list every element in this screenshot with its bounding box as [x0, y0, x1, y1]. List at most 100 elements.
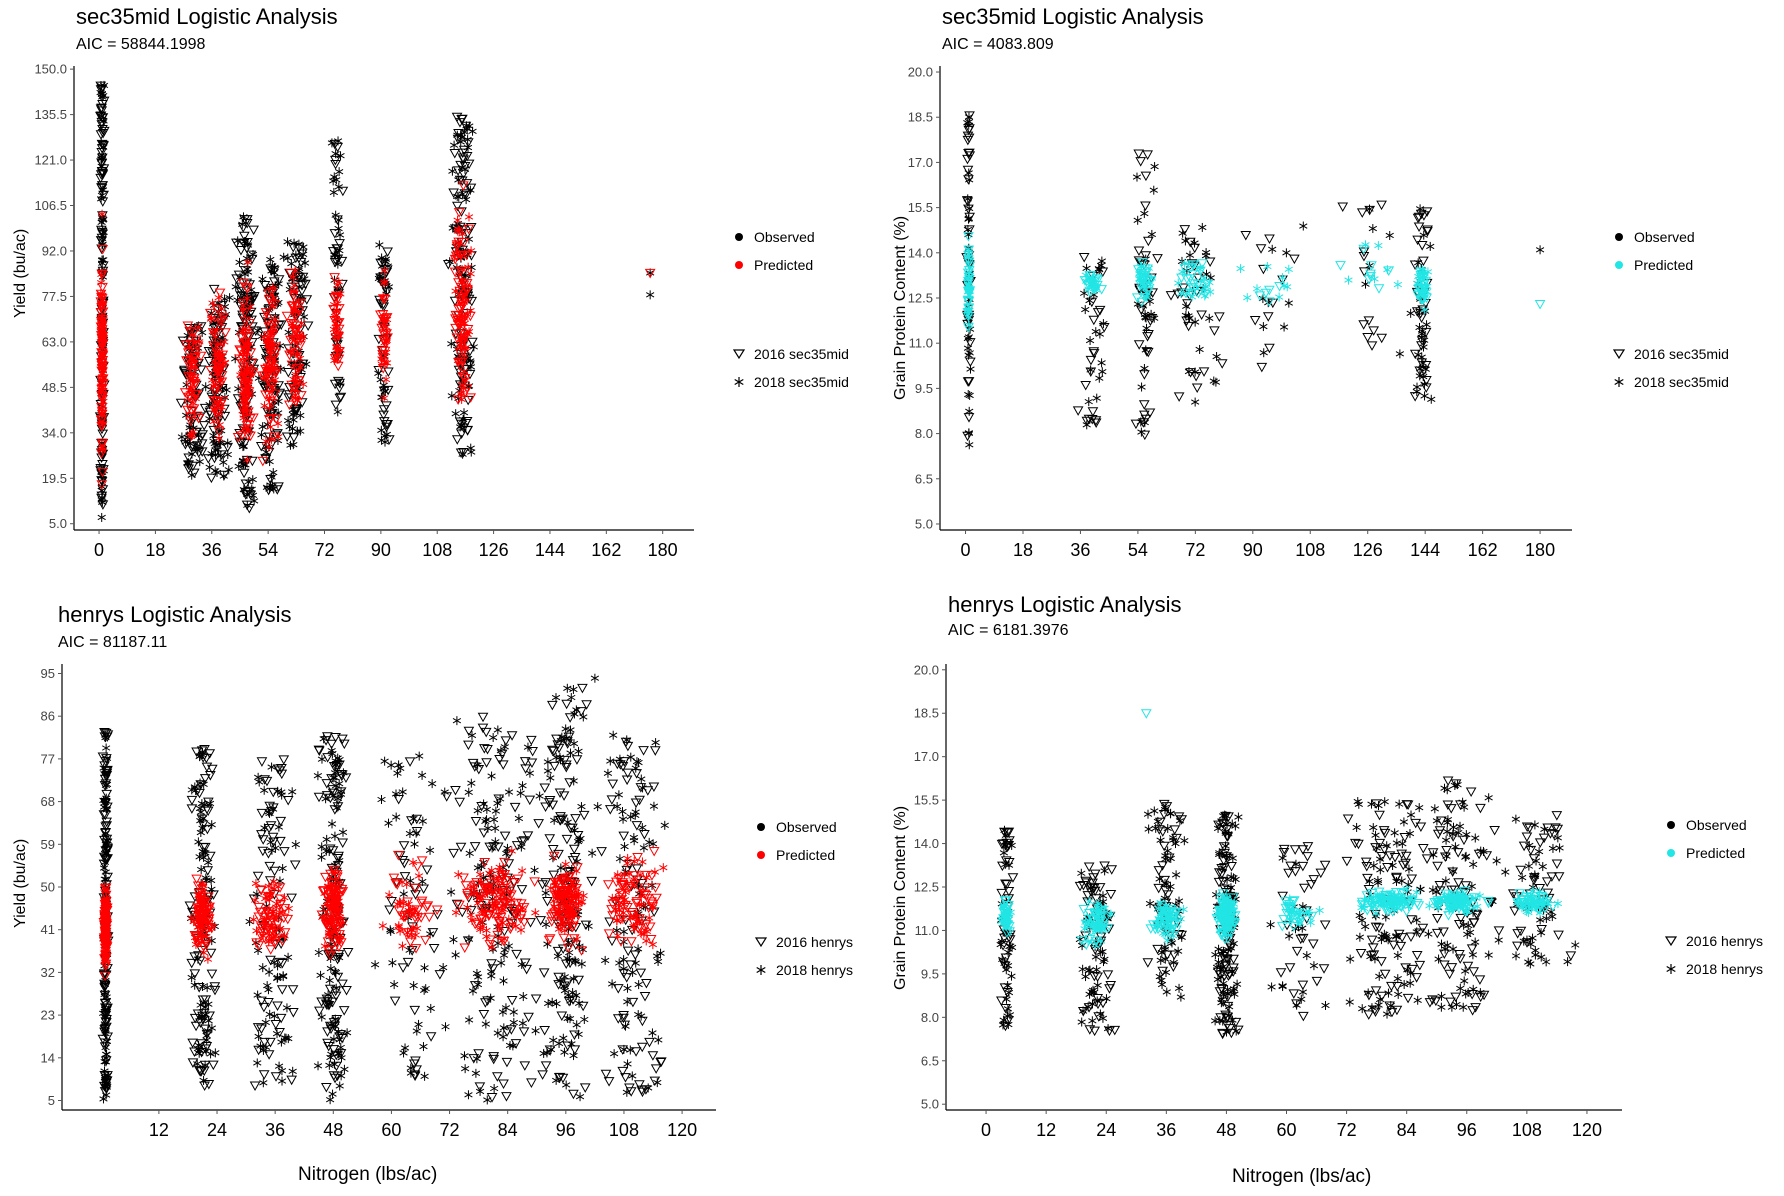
predicted-point	[458, 238, 470, 248]
x-tick-label: 12	[1036, 1120, 1056, 1140]
observed-point	[199, 745, 210, 755]
predicted-point	[286, 380, 297, 391]
observed-point	[652, 951, 662, 961]
observed-point	[288, 433, 300, 443]
observed-point	[414, 1019, 423, 1029]
observed-point	[446, 887, 456, 897]
observed-point	[382, 367, 394, 378]
observed-point	[488, 842, 499, 852]
observed-point	[313, 746, 325, 756]
observed-point	[322, 1038, 333, 1049]
observed-point	[337, 1053, 346, 1063]
observed-point	[454, 797, 466, 808]
x-axis-label: Nitrogen (lbs/ac)	[298, 1164, 438, 1185]
observed-point	[567, 856, 579, 866]
observed-point	[202, 824, 213, 835]
predicted-point	[208, 298, 217, 308]
observed-point	[418, 816, 427, 826]
observed-point	[574, 1029, 583, 1039]
observed-point	[377, 425, 386, 435]
observed-point	[465, 848, 474, 858]
observed-point	[486, 993, 495, 1003]
predicted-point	[209, 417, 218, 427]
predicted-point	[457, 338, 469, 348]
observed-point	[248, 249, 258, 259]
chart-subtitle: AIC = 81187.11	[58, 634, 168, 651]
y-tick-label: 17.0	[908, 155, 933, 170]
observed-point	[205, 462, 214, 472]
observed-point	[223, 450, 232, 460]
observed-point	[578, 810, 590, 821]
observed-point	[219, 457, 228, 467]
predicted-point	[232, 433, 244, 443]
observed-point	[272, 764, 284, 774]
predicted-point	[1136, 257, 1148, 268]
observed-point	[572, 857, 582, 867]
observed-point	[196, 1000, 205, 1010]
predicted-point	[1374, 241, 1383, 251]
predicted-point	[96, 328, 108, 338]
observed-point	[452, 716, 462, 726]
predicted-point	[96, 480, 108, 490]
observed-point	[378, 272, 389, 282]
predicted-point	[1236, 264, 1245, 274]
observed-point	[252, 871, 264, 882]
observed-point	[204, 999, 213, 1009]
predicted-point	[97, 363, 108, 374]
observed-point	[622, 741, 634, 752]
observed-point	[1142, 958, 1154, 968]
observed-point	[99, 774, 111, 785]
predicted-point	[192, 341, 204, 351]
observed-point	[964, 357, 976, 368]
observed-point	[506, 731, 518, 741]
observed-point	[463, 740, 474, 751]
observed-point	[1282, 248, 1291, 258]
observed-point	[549, 761, 560, 772]
observed-point	[1413, 222, 1425, 233]
predicted-point	[245, 431, 256, 442]
observed-point	[628, 1071, 637, 1081]
observed-point	[191, 747, 202, 758]
observed-point	[390, 980, 399, 990]
observed-point	[1085, 336, 1095, 346]
observed-point	[1368, 224, 1377, 234]
observed-point	[330, 250, 339, 260]
observed-point	[498, 1079, 509, 1089]
predicted-point	[264, 345, 275, 356]
observed-point	[489, 815, 499, 825]
observed-point	[1291, 946, 1303, 957]
observed-point	[265, 1009, 274, 1019]
observed-point	[454, 192, 463, 202]
observed-point	[215, 438, 224, 448]
observed-point	[330, 400, 342, 411]
observed-point	[275, 816, 287, 827]
predicted-point	[217, 304, 226, 314]
observed-point	[471, 1068, 481, 1078]
observed-point	[526, 1078, 537, 1088]
observed-point	[1422, 320, 1431, 330]
predicted-point	[602, 880, 614, 890]
observed-point	[399, 889, 408, 899]
observed-point	[577, 959, 586, 969]
observed-point	[603, 768, 613, 778]
observed-point	[274, 957, 286, 968]
observed-point	[525, 768, 535, 778]
observed-point	[335, 392, 347, 403]
observed-point	[469, 842, 481, 852]
observed-point	[427, 928, 439, 938]
observed-point	[609, 1049, 619, 1059]
observed-point	[631, 769, 642, 779]
observed-point	[1196, 310, 1207, 321]
predicted-point	[1091, 274, 1103, 284]
observed-point	[530, 994, 542, 1005]
observed-point	[963, 125, 975, 136]
predicted-point	[96, 387, 108, 398]
observed-point	[325, 1060, 334, 1070]
observed-point	[560, 762, 572, 773]
y-tick-label: 50	[41, 880, 55, 895]
observed-point	[523, 1012, 534, 1023]
observed-point	[634, 795, 645, 806]
observed-point	[613, 801, 622, 811]
observed-point	[266, 837, 275, 847]
observed-point	[574, 835, 584, 845]
